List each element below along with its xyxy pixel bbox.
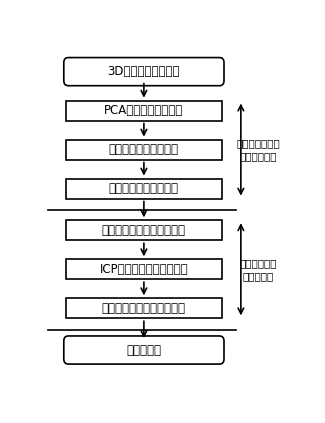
Text: 检测对称线初步
估计对称平面: 检测对称线初步 估计对称平面	[237, 138, 280, 161]
Text: ICP注册原点云与镜像数据: ICP注册原点云与镜像数据	[99, 263, 188, 276]
Text: 迭代方法求取
最终对称面: 迭代方法求取 最终对称面	[240, 258, 277, 281]
FancyBboxPatch shape	[66, 140, 222, 159]
FancyBboxPatch shape	[66, 298, 222, 318]
FancyBboxPatch shape	[66, 220, 222, 240]
FancyBboxPatch shape	[64, 58, 224, 86]
Text: 由对称平面点云生成新点云: 由对称平面点云生成新点云	[102, 224, 186, 237]
FancyBboxPatch shape	[66, 179, 222, 198]
FancyBboxPatch shape	[66, 101, 222, 121]
Text: 进行配准迭代并求出对称面: 进行配准迭代并求出对称面	[102, 302, 186, 315]
Text: 确定最对称点求对称面: 确定最对称点求对称面	[109, 182, 179, 195]
FancyBboxPatch shape	[66, 259, 222, 279]
Text: 3D扫描获取脸部数据: 3D扫描获取脸部数据	[108, 65, 180, 78]
FancyBboxPatch shape	[64, 336, 224, 364]
Text: PCA粗略估计纵向轴线: PCA粗略估计纵向轴线	[104, 104, 184, 117]
Text: 输出对称面: 输出对称面	[126, 343, 162, 357]
Text: 轴线分割人脸获得切片: 轴线分割人脸获得切片	[109, 143, 179, 156]
